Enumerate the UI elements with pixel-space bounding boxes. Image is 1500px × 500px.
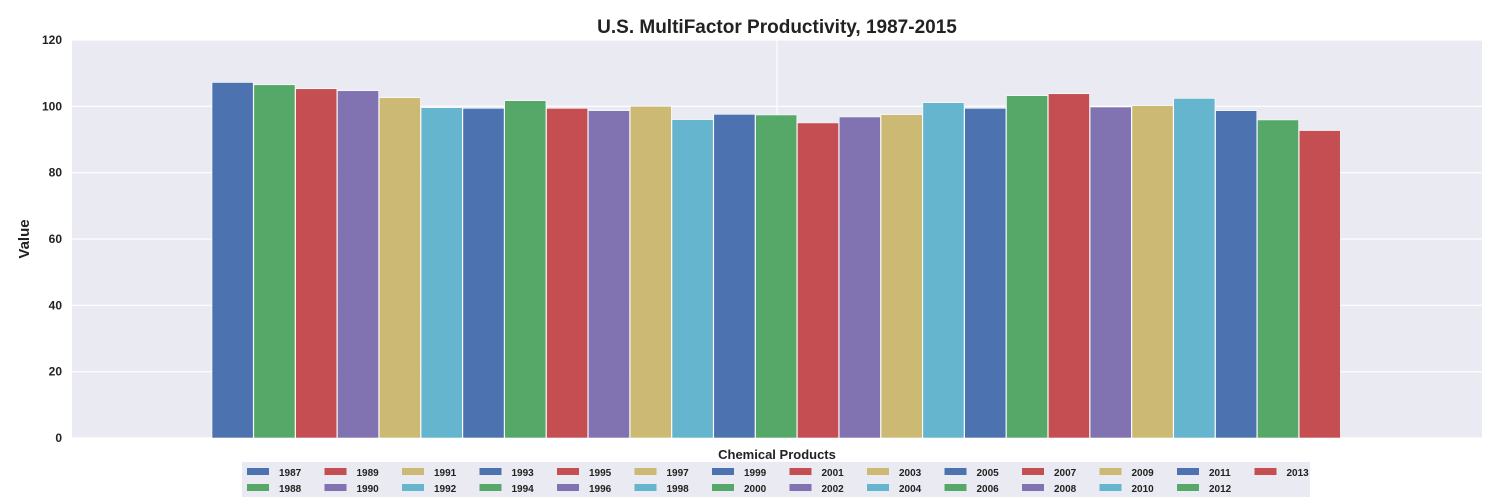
legend-swatch-1994 bbox=[479, 484, 502, 491]
legend-label-1998: 1998 bbox=[667, 484, 690, 495]
bar-2009 bbox=[1131, 105, 1174, 439]
y-axis-label: Value bbox=[16, 219, 33, 258]
legend-label-1995: 1995 bbox=[589, 468, 612, 479]
legend-swatch-1993 bbox=[479, 468, 502, 475]
legend-swatch-2004 bbox=[867, 484, 889, 491]
legend-label-2009: 2009 bbox=[1132, 468, 1155, 479]
legend-label-2011: 2011 bbox=[1209, 468, 1231, 479]
y-tick-label: 80 bbox=[49, 166, 63, 180]
legend-label-1991: 1991 bbox=[434, 468, 457, 479]
legend-swatch-2001 bbox=[789, 468, 812, 475]
bar-2000 bbox=[755, 114, 798, 439]
bar-1991 bbox=[378, 97, 421, 439]
legend-swatch-2006 bbox=[944, 484, 967, 491]
bar-1992 bbox=[420, 107, 463, 439]
legend-label-1999: 1999 bbox=[744, 468, 767, 479]
legend-label-1997: 1997 bbox=[667, 468, 690, 479]
bar-1996 bbox=[588, 110, 630, 439]
bar-2003 bbox=[880, 114, 923, 439]
legend-swatch-1989 bbox=[324, 468, 347, 475]
bar-2011 bbox=[1215, 110, 1258, 439]
bar-1990 bbox=[337, 90, 379, 439]
legend-swatch-1988 bbox=[247, 484, 269, 491]
bar-1997 bbox=[629, 106, 672, 439]
legend-label-1990: 1990 bbox=[357, 484, 380, 495]
chart-title: U.S. MultiFactor Productivity, 1987-2015 bbox=[597, 17, 957, 38]
y-tick-label: 120 bbox=[42, 33, 62, 47]
legend-label-2003: 2003 bbox=[899, 468, 922, 479]
bar-2006 bbox=[1006, 95, 1048, 439]
bar-2010 bbox=[1173, 98, 1216, 439]
legend-label-1992: 1992 bbox=[434, 484, 457, 495]
legend-swatch-1992 bbox=[402, 484, 424, 491]
legend-swatch-1999 bbox=[712, 468, 734, 475]
bar-1989 bbox=[295, 88, 338, 439]
legend-swatch-1996 bbox=[557, 484, 579, 491]
legend-label-2006: 2006 bbox=[977, 484, 1000, 495]
legend-label-2001: 2001 bbox=[822, 468, 845, 479]
legend-swatch-2000 bbox=[712, 484, 734, 491]
legend-label-2000: 2000 bbox=[744, 484, 767, 495]
legend-label-2007: 2007 bbox=[1054, 468, 1077, 479]
bar-2002 bbox=[838, 116, 881, 439]
y-axis-ticks: 0 20 40 60 80 100 120 bbox=[42, 33, 62, 445]
legend-swatch-2012 bbox=[1177, 484, 1199, 491]
legend-swatch-1995 bbox=[557, 468, 579, 475]
legend-swatch-2003 bbox=[867, 468, 889, 475]
bar-1998 bbox=[671, 119, 714, 439]
legend-swatch-2005 bbox=[944, 468, 967, 475]
legend-swatch-2011 bbox=[1177, 468, 1199, 475]
legend-label-2002: 2002 bbox=[822, 484, 845, 495]
bar-2007 bbox=[1047, 93, 1090, 439]
legend-label-1996: 1996 bbox=[589, 484, 612, 495]
bar-2012 bbox=[1257, 119, 1299, 439]
legend-swatch-1998 bbox=[634, 484, 657, 491]
bar-2005 bbox=[964, 108, 1007, 439]
legend-swatch-1991 bbox=[402, 468, 424, 475]
y-tick-label: 20 bbox=[49, 365, 63, 379]
legend-swatch-2013 bbox=[1254, 468, 1277, 475]
legend-label-1994: 1994 bbox=[512, 484, 535, 495]
legend-label-2008: 2008 bbox=[1054, 484, 1077, 495]
legend-swatch-1987 bbox=[247, 468, 269, 475]
legend-label-2010: 2010 bbox=[1132, 484, 1155, 495]
legend-swatch-1997 bbox=[634, 468, 657, 475]
legend-swatch-2007 bbox=[1022, 468, 1044, 475]
x-axis-label: Chemical Products bbox=[718, 447, 836, 462]
legend-label-2012: 2012 bbox=[1209, 484, 1232, 495]
legend-swatch-2002 bbox=[789, 484, 812, 491]
legend-label-2005: 2005 bbox=[977, 468, 1000, 479]
bar-1995 bbox=[546, 108, 589, 439]
bar-1993 bbox=[462, 108, 505, 439]
legend-label-2013: 2013 bbox=[1287, 468, 1310, 479]
legend-label-1993: 1993 bbox=[512, 468, 535, 479]
bar-1994 bbox=[504, 100, 547, 439]
y-tick-label: 100 bbox=[42, 99, 62, 113]
bars bbox=[211, 82, 1341, 439]
legend-swatch-2009 bbox=[1099, 468, 1122, 475]
legend-label-1989: 1989 bbox=[357, 468, 380, 479]
bar-2001 bbox=[797, 122, 839, 439]
legend-label-1987: 1987 bbox=[279, 468, 302, 479]
y-tick-label: 60 bbox=[49, 232, 63, 246]
bar-2004 bbox=[922, 102, 965, 439]
bar-1999 bbox=[713, 113, 756, 439]
legend-swatch-1990 bbox=[324, 484, 347, 491]
y-tick-label: 40 bbox=[49, 298, 63, 312]
legend: 1987 1988 1989 1990 1991 1992 1993 1994 1995 1996… bbox=[242, 462, 1310, 497]
legend-frame bbox=[242, 462, 1310, 497]
y-tick-label: 0 bbox=[55, 431, 62, 445]
bar-2013 bbox=[1298, 130, 1341, 439]
bar-1988 bbox=[253, 84, 296, 439]
legend-label-2004: 2004 bbox=[899, 484, 922, 495]
bar-1987 bbox=[211, 82, 254, 439]
bar-2008 bbox=[1089, 106, 1132, 439]
legend-label-1988: 1988 bbox=[279, 484, 302, 495]
legend-swatch-2008 bbox=[1022, 484, 1044, 491]
legend-swatch-2010 bbox=[1099, 484, 1122, 491]
